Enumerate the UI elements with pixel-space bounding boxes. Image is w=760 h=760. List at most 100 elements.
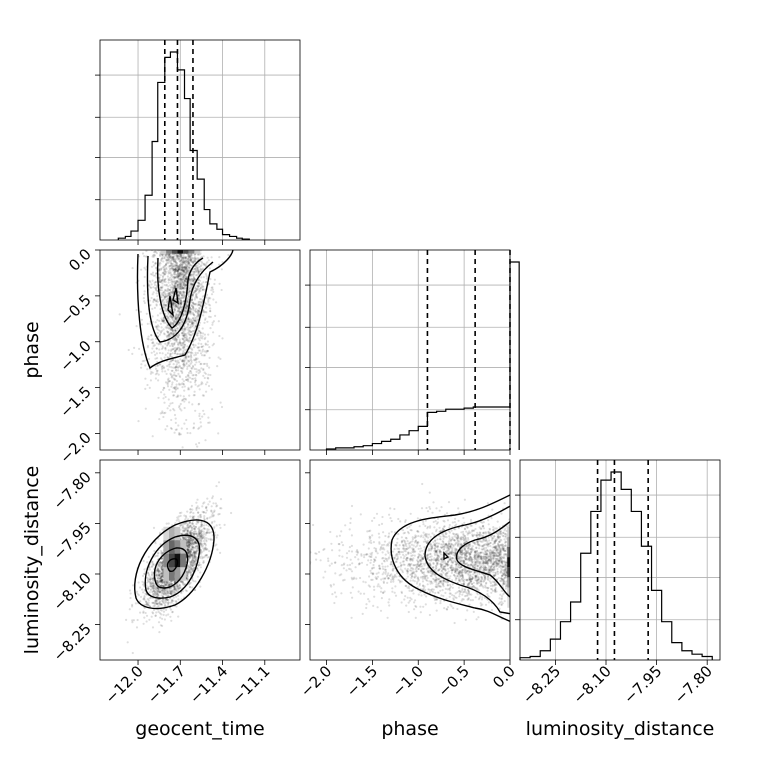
- scatter-point: [210, 509, 213, 512]
- scatter-point: [208, 267, 211, 270]
- scatter-point: [169, 344, 172, 347]
- scatter-point: [174, 268, 177, 271]
- scatter-point: [162, 591, 165, 594]
- scatter-point: [185, 378, 188, 381]
- scatter-point: [185, 299, 188, 302]
- scatter-point: [218, 256, 221, 259]
- scatter-point: [200, 367, 203, 370]
- scatter-point: [158, 602, 161, 605]
- scatter-point: [194, 303, 197, 306]
- scatter-point: [162, 298, 165, 301]
- scatter-point: [165, 309, 168, 312]
- scatter-point: [186, 320, 189, 323]
- scatter-point: [191, 293, 194, 296]
- scatter-point: [176, 255, 179, 258]
- scatter-point: [205, 539, 208, 542]
- scatter-point: [151, 435, 154, 438]
- scatter-point: [173, 378, 176, 381]
- scatter-point: [150, 571, 153, 574]
- scatter-point: [175, 304, 178, 307]
- scatter-point: [178, 284, 182, 287]
- scatter-point: [159, 343, 162, 346]
- scatter-point: [186, 269, 189, 272]
- scatter-point: [183, 294, 186, 297]
- scatter-point: [193, 291, 196, 294]
- scatter-point: [156, 567, 160, 571]
- scatter-point: [181, 268, 184, 271]
- scatter-point: [190, 559, 193, 562]
- scatter-point: [163, 269, 166, 272]
- scatter-point: [174, 580, 177, 583]
- scatter-point: [169, 314, 172, 317]
- scatter-point: [218, 523, 221, 526]
- scatter-point: [151, 347, 154, 350]
- scatter-point: [179, 433, 182, 436]
- scatter-point: [179, 524, 182, 527]
- scatter-point: [194, 558, 197, 561]
- scatter-point: [196, 575, 199, 578]
- scatter-point: [192, 302, 195, 305]
- scatter-point: [183, 332, 186, 336]
- scatter-point: [217, 356, 220, 359]
- scatter-point: [167, 613, 170, 616]
- scatter-point: [198, 441, 201, 445]
- scatter-point: [171, 280, 174, 283]
- scatter-point: [171, 257, 174, 260]
- scatter-point: [157, 379, 160, 382]
- scatter-point: [161, 279, 164, 282]
- scatter-point: [181, 296, 184, 299]
- scatter-point: [183, 275, 186, 278]
- scatter-point: [183, 280, 186, 283]
- scatter-point: [189, 531, 192, 534]
- scatter-point: [221, 261, 224, 264]
- scatter-point: [191, 563, 194, 567]
- scatter-point: [156, 569, 159, 572]
- scatter-point: [190, 544, 193, 547]
- scatter-point: [203, 321, 206, 324]
- scatter-point: [167, 294, 170, 297]
- scatter-point: [170, 590, 173, 593]
- scatter-point: [170, 342, 173, 345]
- scatter-point: [199, 516, 202, 519]
- scatter-point: [180, 265, 183, 268]
- scatter-point: [186, 328, 190, 331]
- scatter-point: [205, 277, 208, 280]
- scatter-point: [158, 261, 161, 264]
- scatter-point: [156, 314, 159, 317]
- scatter-point: [154, 600, 158, 603]
- scatter-point: [157, 565, 160, 568]
- scatter-point: [188, 365, 191, 368]
- scatter-point: [165, 522, 168, 525]
- scatter-point: [168, 363, 171, 366]
- scatter-point: [196, 385, 199, 388]
- scatter-point: [196, 268, 199, 271]
- scatter-point: [134, 602, 137, 605]
- scatter-point: [202, 511, 206, 514]
- scatter-point: [191, 557, 194, 560]
- scatter-point: [201, 536, 204, 540]
- scatter-point: [185, 277, 188, 280]
- scatter-point: [159, 565, 162, 568]
- scatter-point: [171, 292, 174, 295]
- scatter-point: [199, 336, 202, 339]
- scatter-point: [159, 624, 162, 627]
- scatter-point: [159, 357, 163, 360]
- scatter-point: [187, 268, 190, 271]
- scatter-point: [216, 504, 219, 507]
- scatter-point: [161, 575, 164, 578]
- scatter-point: [215, 485, 218, 488]
- scatter-point: [178, 342, 182, 345]
- scatter-point: [180, 287, 183, 290]
- scatter-point: [180, 532, 183, 536]
- scatter-point: [162, 316, 165, 319]
- scatter-point: [162, 320, 166, 323]
- scatter-point: [161, 254, 164, 257]
- scatter-point: [191, 542, 194, 546]
- scatter-point: [156, 595, 159, 598]
- scatter-point: [195, 322, 198, 325]
- scatter-point: [166, 297, 169, 301]
- scatter-point: [182, 283, 185, 286]
- scatter-point: [205, 537, 208, 540]
- scatter-point: [183, 282, 186, 285]
- scatter-point: [177, 334, 180, 337]
